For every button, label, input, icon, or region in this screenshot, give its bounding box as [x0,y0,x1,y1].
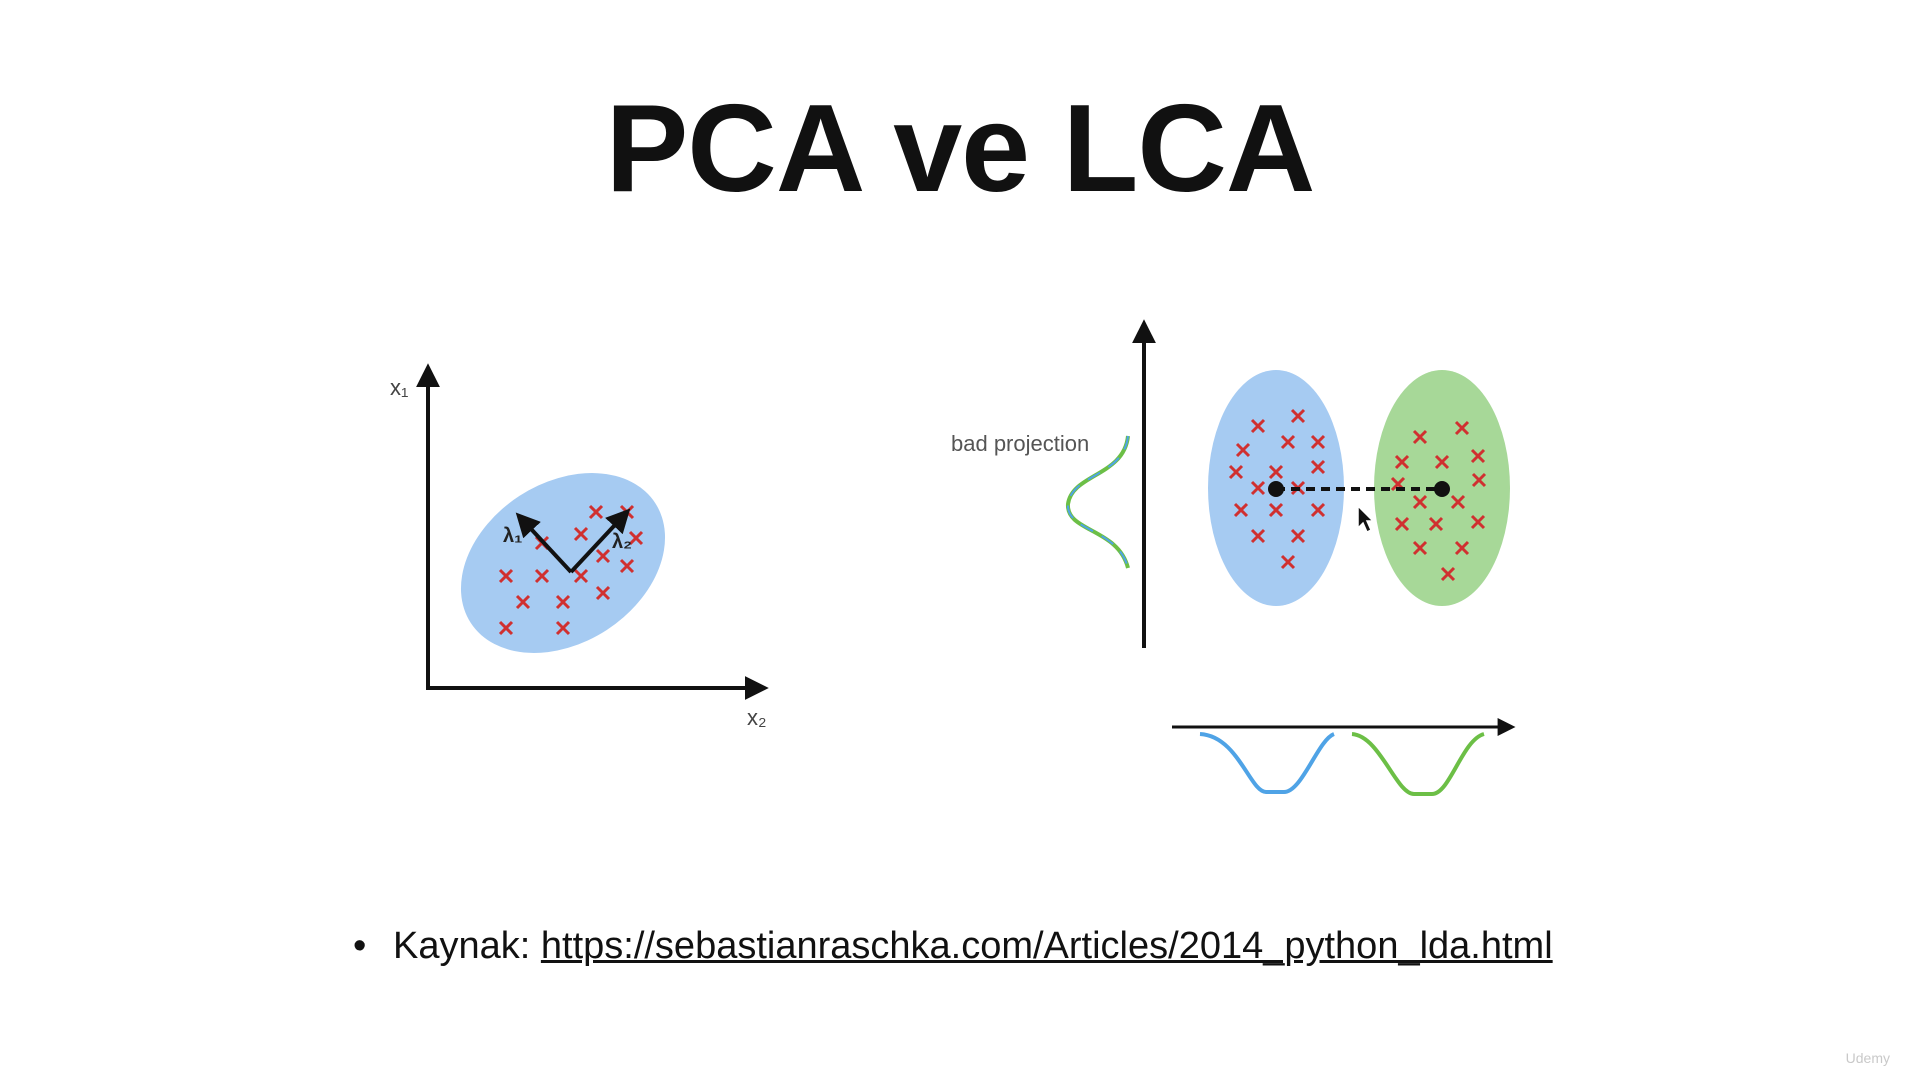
cross-marker [595,548,611,564]
class-2-points [1390,420,1487,582]
source-bullet: • Kaynak: https://sebastianraschka.com/Ar… [353,925,1553,968]
pca-diagram: x₁ x₂ λ₁ λ₂ [390,363,769,730]
cross-marker [1310,502,1326,518]
pca-lambda2-label: λ₂ [612,531,632,553]
mouse-cursor-icon [1357,504,1375,534]
slide-title: PCA ve LCA [605,80,1316,218]
cross-marker [1470,448,1486,464]
bullet-icon: • [353,925,367,967]
class-2-mean-dot [1434,481,1450,497]
bad-projection-curve-blue [1066,435,1129,569]
pca-lambda1-label: λ₁ [503,525,522,547]
bad-projection-label: bad projection [951,431,1089,456]
cross-marker [1440,566,1456,582]
cross-marker [1250,418,1266,434]
cross-marker [1394,516,1410,532]
cross-marker [595,585,611,601]
cross-marker [1412,540,1428,556]
cross-marker [588,504,604,520]
cross-marker [1434,454,1450,470]
cross-marker [1428,516,1444,532]
cross-marker [1250,480,1266,496]
cross-marker [1235,442,1251,458]
cross-marker [1471,472,1487,488]
cross-marker [628,530,644,546]
cross-marker [619,558,635,574]
cross-marker [1233,502,1249,518]
cross-marker [515,594,531,610]
class-1-points [1228,408,1326,570]
cross-marker [1280,554,1296,570]
cross-marker [1454,420,1470,436]
cross-marker [1310,434,1326,450]
cross-marker [1412,494,1428,510]
source-link[interactable]: https://sebastianraschka.com/Articles/20… [540,925,1553,967]
cross-marker [1268,464,1284,480]
cross-marker [1412,429,1428,445]
good-projection-curve-blue [1199,732,1336,794]
cross-marker [1290,528,1306,544]
class-1-mean-dot [1268,481,1284,497]
cross-marker [573,568,589,584]
pca-x-axis-label: x₂ [747,705,767,730]
source-label: Kaynak: [393,925,541,967]
cross-marker [1470,514,1486,530]
cross-marker [534,568,550,584]
good-projection-curve-green [1351,732,1485,796]
udemy-watermark-logo: Udemy [1845,1050,1890,1066]
cross-marker [498,620,514,636]
lda-diagram: bad projection [951,319,1516,796]
cross-marker [1454,540,1470,556]
cross-marker [1394,454,1410,470]
cross-marker [1280,434,1296,450]
cross-marker [1228,464,1244,480]
cross-marker [1310,459,1326,475]
pca-vector-lambda1 [515,512,573,574]
cross-marker [498,568,514,584]
pca-y-axis-label: x₁ [390,375,408,400]
cross-marker [1250,528,1266,544]
cross-marker [1290,408,1306,424]
cross-marker [1450,494,1466,510]
cross-marker [1268,502,1284,518]
cross-marker [555,594,571,610]
cross-marker [573,526,589,542]
pca-vector-lambda2 [569,508,631,574]
cross-marker [555,620,571,636]
